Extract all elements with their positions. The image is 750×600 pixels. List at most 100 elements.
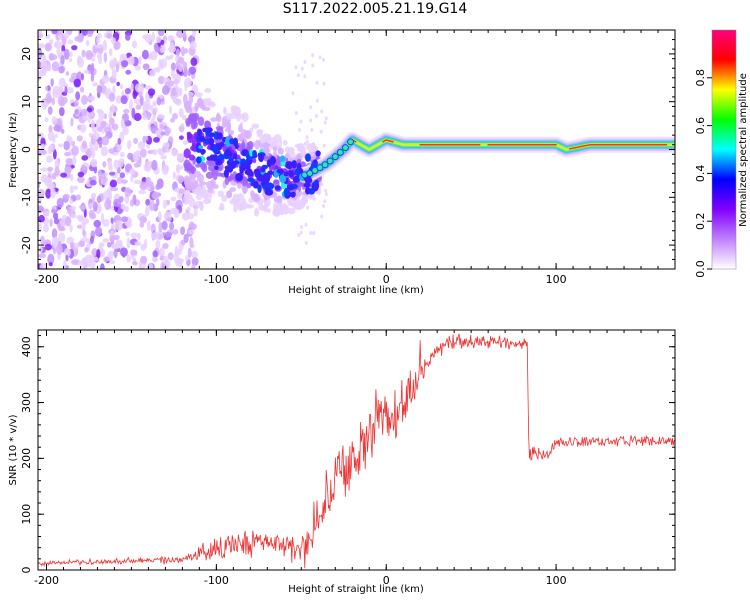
spectrogram-noise-blob [183, 233, 189, 243]
spectrogram-noise-blob [169, 221, 175, 231]
spectrogram-noise-blob [124, 187, 132, 198]
spectrogram-noise-blob [178, 135, 184, 140]
spectrogram-ridge-blob [215, 158, 220, 166]
spectrogram-scatter-blob [298, 146, 306, 152]
spectrogram-ridge-blob [256, 174, 264, 182]
spectrogram-noise-blob [149, 69, 156, 77]
spectrogram-x-tick-label: 0 [383, 273, 390, 286]
spectrogram-noise-blob [149, 50, 158, 61]
spectrogram-noise-blob [48, 39, 54, 45]
spectrogram-scatter-blob [193, 119, 198, 129]
spectrogram-noise-blob [88, 95, 96, 102]
spectrogram-noise-blob [98, 110, 105, 121]
spectrogram-noise-blob [142, 135, 149, 142]
spectrogram-scatter-blob [237, 110, 241, 117]
spectrogram-ridge-blob [214, 165, 219, 171]
spectrogram-noise-blob [166, 141, 170, 149]
spectrogram-noise-blob [79, 86, 85, 93]
snr-y-tick-label: 200 [20, 448, 33, 469]
spectrogram-scatter-blob [184, 178, 188, 187]
spectrogram-noise-blob [109, 260, 116, 265]
spectrogram-faint-dot [298, 127, 302, 132]
spectrogram-ridge-blob [235, 172, 244, 182]
spectrogram-scatter-blob [251, 193, 257, 201]
spectrogram-noise-blob [160, 154, 167, 160]
spectrogram-noise-blob [58, 106, 65, 117]
spectrogram-ridge-dot [326, 157, 334, 165]
spectrogram-faint-dot [309, 118, 313, 123]
spectrogram-scatter-blob [226, 190, 232, 199]
spectrogram-ridge-blob [239, 165, 244, 174]
spectrogram-noise-blob [107, 159, 112, 170]
spectrogram-noise-blob [72, 242, 80, 249]
spectrogram-noise-blob [148, 200, 155, 211]
snr-data [38, 333, 675, 569]
spectrogram-scatter-blob [279, 207, 287, 214]
spectrogram-ridge-blob [217, 154, 225, 161]
spectrogram-scatter-blob [186, 131, 191, 137]
spectrogram-noise-blob [69, 198, 73, 204]
spectrogram-scatter-blob [262, 143, 271, 148]
spectrogram-noise-blob [125, 231, 130, 237]
spectrogram-noise-blob [125, 69, 132, 75]
spectrogram-noise-blob [130, 174, 134, 183]
spectrogram-noise-blob [93, 256, 99, 262]
spectrogram-noise-blob [100, 146, 109, 157]
spectrogram-noise-blob [155, 198, 160, 207]
spectrogram-scatter-blob [253, 207, 260, 217]
spectrogram-noise-blob [139, 95, 144, 106]
spectrogram-ridge-blob [280, 160, 286, 167]
spectrogram-ridge-blob [223, 168, 230, 178]
spectrogram-noise-blob [189, 237, 194, 248]
spectrogram-faint-dot [304, 241, 308, 246]
snr-x-tick-label: 100 [546, 574, 567, 587]
spectrogram-noise-blob [134, 83, 143, 93]
spectrogram-noise-blob [100, 120, 107, 128]
spectrogram-noise-blob [76, 135, 83, 142]
spectrogram-noise-blob [55, 133, 59, 138]
spectrogram-noise-blob [69, 224, 73, 233]
spectrogram-scatter-blob [242, 188, 247, 195]
spectrogram-noise-blob [145, 198, 151, 206]
spectrogram-noise-blob [182, 30, 187, 38]
spectrogram-noise-blob [107, 203, 111, 210]
spectrogram-noise-blob [157, 30, 165, 37]
spectrogram-noise-blob [119, 83, 124, 90]
spectrogram-ridge-dot [347, 138, 355, 146]
spectrogram-noise-blob [43, 224, 50, 233]
spectrogram-noise-blob [40, 167, 49, 172]
spectrogram-noise-blob [64, 216, 72, 227]
spectrogram-noise-blob [134, 64, 141, 71]
spectrogram-noise-blob [151, 31, 155, 43]
spectrogram-noise-blob [102, 238, 110, 243]
colorbar-tick-label: 0.2 [694, 212, 707, 230]
spectrogram-scatter-blob [194, 92, 203, 98]
spectrogram-noise-blob [122, 127, 129, 136]
spectrogram-noise-blob [108, 191, 113, 201]
spectrogram-noise-blob [94, 44, 103, 49]
spectrogram-faint-dot [312, 196, 316, 201]
spectrogram-noise-blob [50, 187, 56, 199]
spectrogram-noise-blob [119, 151, 125, 158]
spectrogram-noise-blob [124, 33, 131, 41]
spectrogram-noise-blob [44, 42, 52, 52]
spectrogram-ridge-blob [232, 153, 238, 160]
spectrogram-noise-blob [95, 227, 102, 237]
spectrogram-scatter-blob [221, 194, 228, 202]
spectrogram-faint-dot [322, 143, 326, 148]
spectrogram-noise-blob [46, 181, 52, 189]
spectrogram-noise-blob [98, 242, 105, 248]
spectrogram-noise-blob [129, 249, 138, 256]
spectrogram-scatter-blob [245, 203, 253, 209]
spectrogram-ridge-blob [227, 163, 234, 173]
spectrogram-scatter-blob [211, 184, 219, 189]
spectrogram-ridge-blob [292, 175, 301, 183]
spectrogram-noise-blob [100, 263, 105, 269]
spectrogram-noise-blob [43, 210, 50, 217]
spectrogram-ridge-blob [258, 153, 264, 163]
spectrogram-scatter-blob [186, 194, 193, 200]
spectrogram-faint-dot [321, 203, 325, 208]
spectrogram-noise-blob [75, 194, 81, 201]
spectrogram-noise-blob [133, 113, 142, 122]
spectrogram-faint-dot [315, 113, 319, 118]
